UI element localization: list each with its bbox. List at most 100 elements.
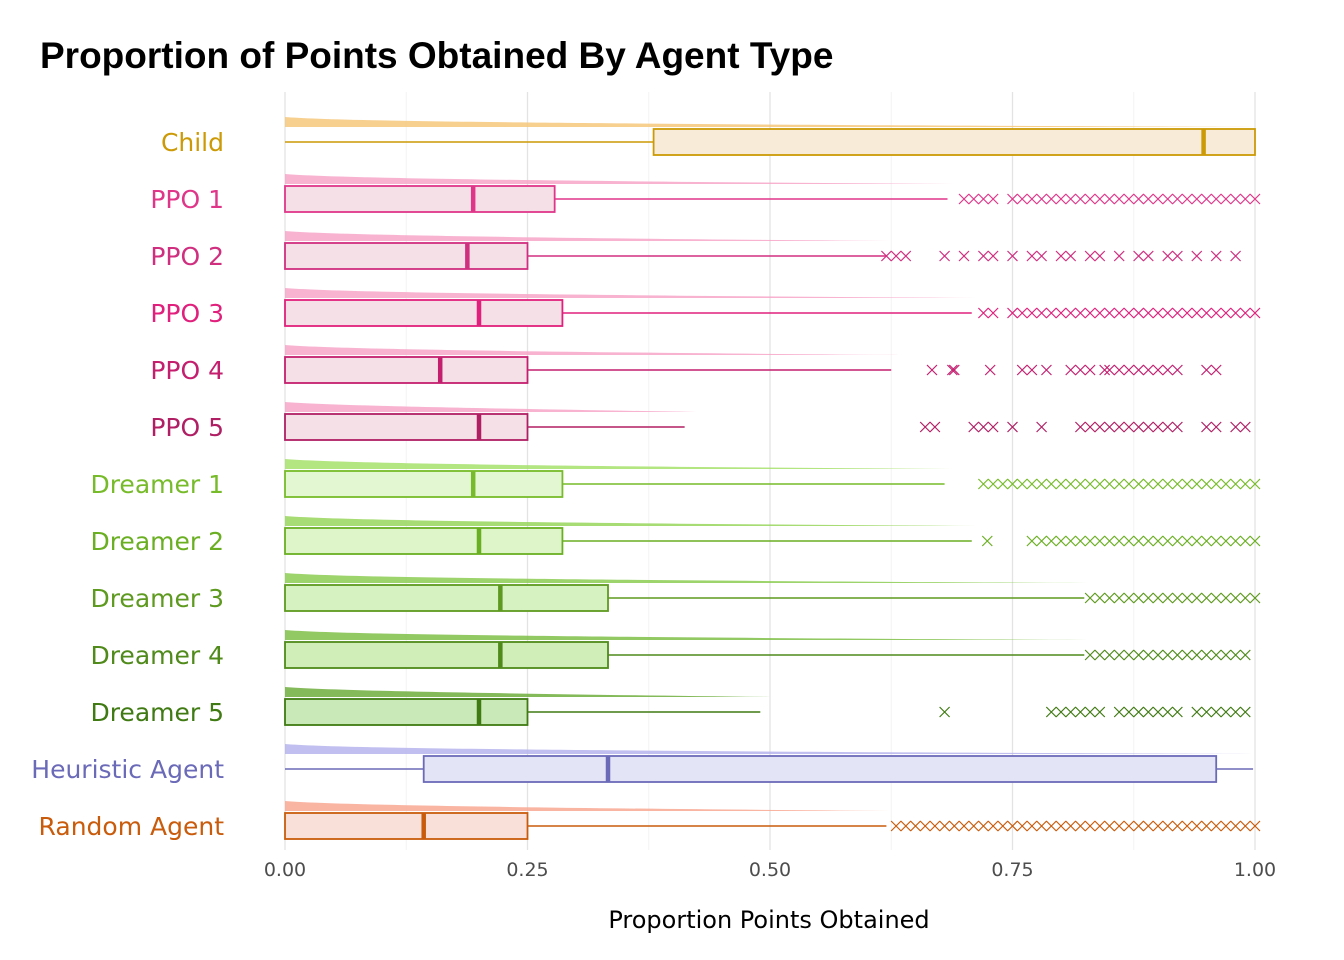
- iqr-box: [284, 299, 564, 327]
- outlier-point: [1026, 820, 1038, 832]
- outlier-point: [1084, 592, 1096, 604]
- outlier-point: [1142, 478, 1154, 490]
- outlier-point: [1239, 649, 1251, 661]
- x-tick-label: 0.75: [991, 859, 1033, 881]
- outlier-point: [1239, 535, 1251, 547]
- outlier-point: [1026, 364, 1038, 376]
- series-row: Child: [161, 117, 1256, 157]
- outlier-point: [1220, 706, 1232, 718]
- series-row: Dreamer 5: [90, 687, 1251, 727]
- outlier-point: [1230, 706, 1242, 718]
- outlier-point: [984, 364, 996, 376]
- outlier-point: [1074, 421, 1086, 433]
- outlier-point: [1239, 307, 1251, 319]
- outlier-point: [1007, 421, 1018, 433]
- outlier-point: [939, 706, 951, 718]
- outlier-point: [1133, 193, 1145, 205]
- outlier-point: [1142, 193, 1154, 205]
- outlier-point: [1094, 421, 1106, 433]
- outlier-point: [1065, 193, 1077, 205]
- iqr-box: [284, 812, 529, 840]
- outlier-point: [1041, 364, 1052, 376]
- outlier-point: [1065, 535, 1077, 547]
- outlier-point: [1152, 478, 1164, 490]
- outlier-point: [1142, 592, 1154, 604]
- outlier-point: [1133, 421, 1145, 433]
- outlier-point: [1055, 250, 1067, 262]
- outlier-point: [1201, 307, 1212, 319]
- outlier-point: [1007, 307, 1018, 319]
- outlier-point: [1055, 535, 1067, 547]
- outlier-point: [1094, 535, 1106, 547]
- outlier-point: [1171, 250, 1183, 262]
- outlier-point: [1084, 364, 1096, 376]
- outlier-point: [1152, 820, 1164, 832]
- outlier-point: [948, 364, 960, 376]
- outlier-point: [1055, 307, 1067, 319]
- outlier-point: [1113, 421, 1125, 433]
- outlier-point: [1036, 820, 1048, 832]
- outlier-point: [1191, 592, 1203, 604]
- outlier-point: [1074, 820, 1086, 832]
- outlier-point: [977, 820, 989, 832]
- x-tick-label: 0.25: [506, 859, 548, 881]
- outlier-point: [948, 820, 960, 832]
- outlier-point: [1249, 592, 1261, 604]
- series-row: Dreamer 1: [90, 459, 1261, 499]
- outlier-point: [1094, 193, 1106, 205]
- outlier-point: [1007, 250, 1018, 262]
- category-label: Heuristic Agent: [31, 755, 224, 784]
- outlier-point: [1084, 421, 1096, 433]
- outlier-point: [1249, 193, 1261, 205]
- outlier-point: [1142, 307, 1154, 319]
- outlier-point: [1210, 478, 1222, 490]
- outlier-point: [1065, 820, 1077, 832]
- outlier-point: [1210, 649, 1222, 661]
- density-shape: [285, 744, 1254, 754]
- outlier-point: [1210, 307, 1222, 319]
- category-label: PPO 3: [150, 299, 224, 328]
- outlier-point: [890, 820, 902, 832]
- iqr-box: [284, 527, 564, 555]
- category-label: PPO 1: [150, 185, 224, 214]
- outlier-point: [1104, 592, 1115, 604]
- outlier-point: [1094, 706, 1106, 718]
- density-shape: [285, 231, 893, 241]
- outlier-point: [910, 820, 921, 832]
- outlier-point: [1113, 478, 1125, 490]
- category-label: PPO 5: [150, 413, 224, 442]
- series-row: PPO 3: [150, 288, 1261, 328]
- outlier-point: [1007, 193, 1018, 205]
- outlier-point: [1152, 364, 1164, 376]
- outlier-point: [987, 307, 999, 319]
- outlier-point: [1123, 307, 1135, 319]
- outlier-point: [1220, 820, 1232, 832]
- outlier-point: [939, 820, 951, 832]
- outlier-point: [1074, 307, 1086, 319]
- outlier-point: [1104, 193, 1115, 205]
- outlier-point: [1123, 820, 1135, 832]
- density-shape: [285, 459, 951, 469]
- outlier-point: [1220, 193, 1232, 205]
- outlier-point: [1007, 478, 1018, 490]
- category-label: Child: [161, 128, 224, 157]
- iqr-box: [422, 755, 1218, 783]
- outlier-point: [1123, 649, 1135, 661]
- outlier-point: [1162, 592, 1174, 604]
- outlier-point: [1210, 592, 1222, 604]
- outlier-point: [1181, 307, 1193, 319]
- iqr-box: [284, 356, 529, 384]
- density-shape: [285, 630, 1088, 640]
- outlier-point: [1162, 820, 1174, 832]
- outlier-point: [1162, 649, 1174, 661]
- outlier-point: [1220, 592, 1232, 604]
- outlier-point: [1065, 478, 1077, 490]
- outlier-point: [1133, 535, 1145, 547]
- outlier-point: [1113, 535, 1125, 547]
- density-shape: [285, 117, 1255, 127]
- outlier-point: [1191, 478, 1203, 490]
- outlier-point: [1201, 649, 1212, 661]
- outlier-point: [968, 820, 980, 832]
- outlier-point: [1171, 592, 1183, 604]
